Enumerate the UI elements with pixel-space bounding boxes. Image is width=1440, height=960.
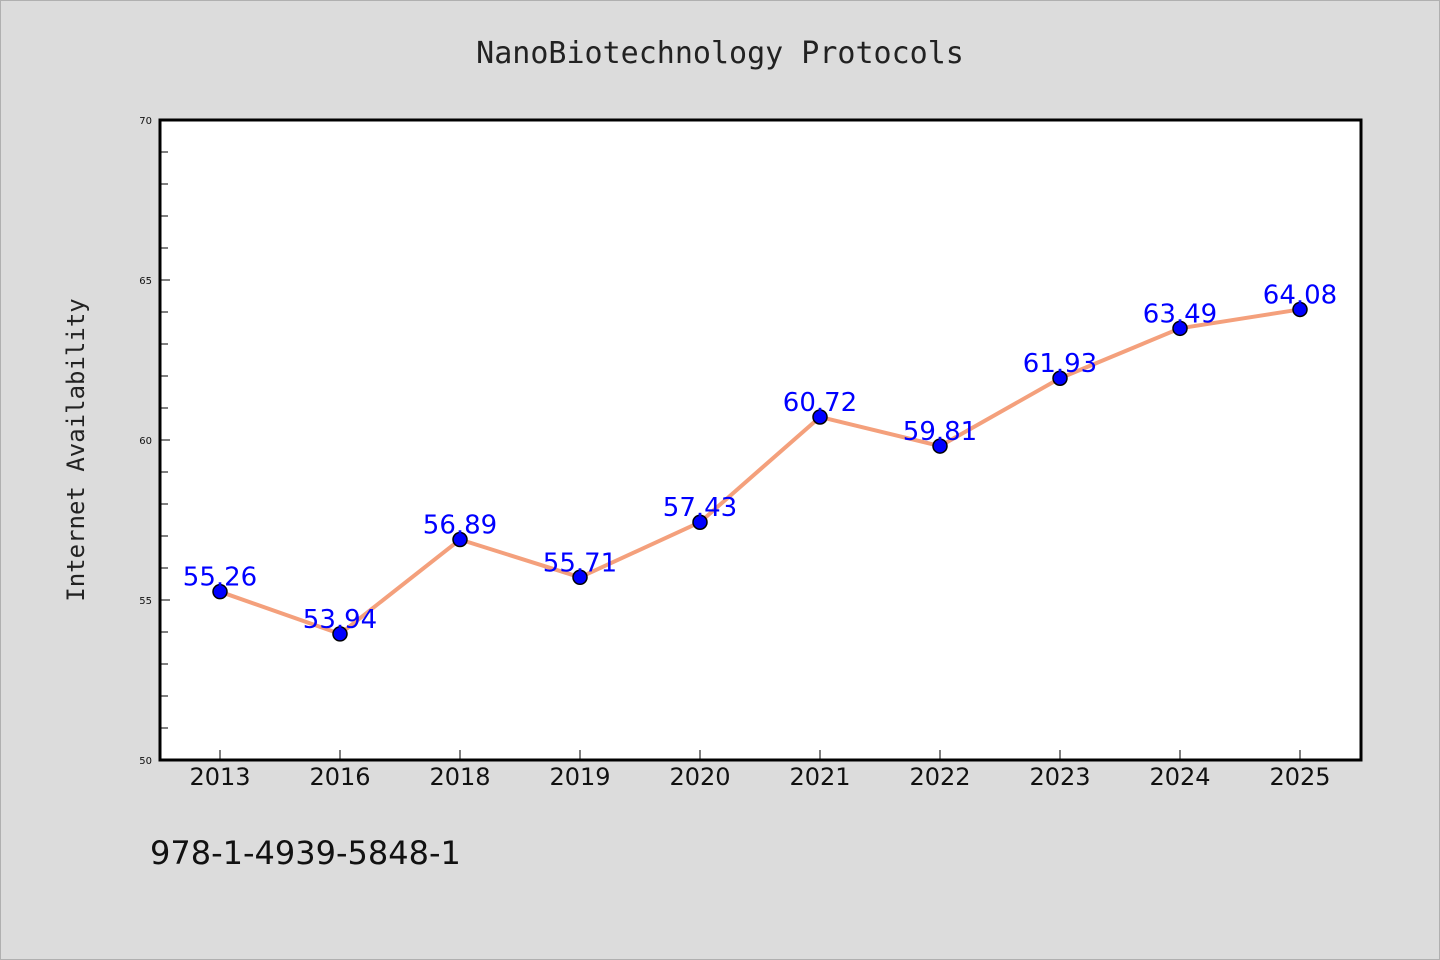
plot-border [158, 118, 1363, 762]
data-label: 63.49 [1143, 299, 1217, 329]
isbn-text: 978-1-4939-5848-1 [150, 834, 461, 872]
data-point [1052, 370, 1068, 386]
y-axis-label: Internet Availability [62, 298, 90, 601]
y-tick-label: 50 [139, 756, 152, 767]
data-labels: 55.26 53.94 56.89 55.71 57.43 60.72 59.81 61.93… [183, 280, 1337, 634]
data-point [1292, 301, 1308, 318]
data-point [932, 438, 948, 454]
data-label: 61.93 [1023, 349, 1097, 379]
x-tick-label: 2021 [789, 763, 850, 791]
data-point [692, 514, 708, 530]
data-label: 56.89 [423, 511, 497, 541]
chart-title: NanoBiotechnology Protocols [476, 36, 964, 71]
x-tick-label: 2020 [669, 763, 730, 791]
x-axis-ticks: 2013 2016 2018 2019 2020 2021 2022 2023 2024 2025 [189, 750, 1331, 791]
data-label: 55.26 [183, 563, 257, 593]
data-label: 57.43 [663, 493, 737, 523]
data-point [1172, 320, 1188, 337]
data-label: 64.08 [1263, 280, 1337, 310]
data-point [812, 409, 828, 425]
y-tick-label: 55 [139, 596, 152, 607]
data-point [332, 626, 348, 642]
data-label: 60.72 [783, 388, 857, 418]
data-label: 55.71 [543, 548, 617, 578]
x-tick-label: 2025 [1269, 763, 1330, 791]
x-tick-label: 2016 [309, 763, 370, 791]
data-point [572, 569, 588, 586]
data-point [212, 583, 228, 600]
series-line [219, 307, 1301, 636]
x-tick-label: 2013 [189, 763, 250, 791]
data-point [452, 531, 468, 548]
data-label: 59.81 [903, 417, 977, 447]
x-tick-label: 2024 [1149, 763, 1210, 791]
x-tick-label: 2018 [429, 763, 490, 791]
x-tick-label: 2022 [909, 763, 970, 791]
x-tick-label: 2023 [1029, 763, 1090, 791]
plot-area [160, 120, 1361, 760]
x-tick-label: 2019 [549, 763, 610, 791]
y-tick-label: 65 [139, 276, 152, 287]
y-tick-label: 60 [139, 436, 152, 447]
y-tick-label: 70 [139, 116, 152, 127]
data-markers [212, 301, 1308, 642]
data-label: 53.94 [303, 605, 377, 635]
